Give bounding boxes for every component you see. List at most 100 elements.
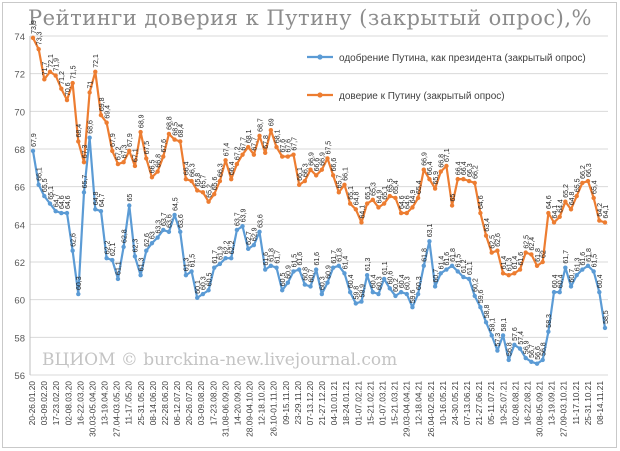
data-label: 67,7	[291, 137, 298, 151]
data-point	[217, 178, 223, 184]
x-tick-label: 13-19.04.20	[100, 381, 110, 426]
data-label: 58,1	[490, 318, 497, 332]
data-point	[421, 263, 426, 268]
series-line-1	[31, 136, 607, 365]
data-label: 66,8	[439, 154, 446, 168]
data-label: 66,4	[229, 161, 236, 175]
data-label: 61,3	[507, 257, 514, 271]
data-label: 62,2	[223, 241, 230, 255]
data-label: 67,6	[161, 139, 168, 153]
data-point	[36, 182, 41, 187]
data-point	[517, 267, 523, 272]
data-label: 66,8	[155, 154, 162, 168]
data-point	[240, 152, 245, 157]
data-label: 64,1	[603, 205, 610, 219]
data-label: 61,4	[439, 256, 446, 270]
data-label: 61,8	[535, 248, 542, 262]
data-point	[449, 263, 455, 268]
data-point	[591, 195, 596, 201]
x-tick-label: 18-24.01.21	[341, 381, 351, 426]
data-label: 68,1	[274, 129, 281, 143]
data-label: 67,4	[223, 143, 230, 157]
data-point	[540, 259, 545, 265]
data-point	[59, 86, 64, 91]
data-point	[381, 201, 387, 206]
data-label: 64,6	[478, 195, 485, 209]
data-point	[534, 263, 540, 268]
data-point	[353, 301, 359, 306]
data-point	[415, 291, 421, 297]
data-label: 67,9	[31, 133, 38, 147]
data-label: 66,5	[150, 160, 157, 174]
data-label: 60,7	[569, 269, 576, 283]
data-label: 63,9	[240, 208, 247, 222]
data-label: 61,5	[189, 254, 196, 268]
data-point	[421, 167, 426, 172]
data-label: 65,1	[365, 186, 372, 200]
legend: одобрение Путина, как президента (закрыт…	[307, 52, 586, 102]
data-label: 57,6	[512, 327, 519, 341]
data-label: 59,9	[359, 284, 366, 298]
data-label: 71	[87, 81, 94, 89]
data-point	[330, 173, 336, 178]
data-label: 65,4	[591, 180, 598, 194]
data-point	[291, 152, 296, 157]
data-point	[217, 261, 223, 267]
data-point	[240, 224, 245, 229]
data-point	[500, 333, 506, 338]
data-label: 66,9	[320, 152, 327, 166]
data-label: 67,3	[121, 144, 128, 158]
data-label: 71,5	[70, 65, 77, 79]
data-point	[534, 361, 540, 366]
chart-title: Рейтинги доверия к Путину (закрытый опро…	[28, 6, 592, 30]
data-point	[585, 263, 591, 268]
x-tick-label: 29.03-04.04.21	[402, 381, 412, 437]
x-tick-label: 10-16.05.21	[438, 381, 448, 426]
data-point	[76, 139, 81, 144]
x-tick-label: 21-27.12.20	[317, 381, 327, 426]
data-label: 71,2	[59, 71, 66, 85]
data-label: 65,5	[388, 178, 395, 192]
data-label: 61,8	[269, 248, 276, 262]
data-point	[200, 291, 206, 297]
data-label: 71,7	[42, 62, 49, 76]
data-label: 61,8	[450, 248, 457, 262]
x-tick-label: 17-23.08.20	[208, 381, 218, 426]
data-label: 69,8	[99, 97, 106, 111]
data-label: 61,6	[314, 252, 321, 266]
data-point	[178, 229, 183, 235]
data-point	[155, 169, 160, 174]
data-point	[432, 186, 438, 191]
data-point	[296, 267, 302, 272]
data-point	[268, 127, 274, 133]
data-point	[200, 190, 206, 195]
data-label: 66,3	[218, 163, 225, 177]
data-label: 64,8	[569, 192, 576, 206]
data-label: 68,8	[167, 116, 174, 130]
data-label: 60,3	[405, 276, 412, 290]
data-label: 62,8	[121, 229, 128, 243]
data-point	[483, 320, 489, 325]
data-label: 65	[450, 194, 457, 202]
data-point	[325, 280, 330, 285]
x-tick-label: 02-08.03.20	[63, 381, 73, 426]
y-tick-label: 62	[14, 258, 25, 269]
y-tick-label: 70	[14, 107, 25, 118]
data-label: 61,5	[591, 254, 598, 268]
data-point	[279, 288, 285, 293]
data-point	[444, 267, 449, 272]
data-label: 60,4	[348, 274, 355, 288]
data-label: 61,6	[580, 252, 587, 266]
data-label: 64,6	[65, 195, 72, 209]
data-label: 63,7	[235, 212, 242, 226]
data-label: 65,1	[48, 186, 55, 200]
data-point	[166, 229, 172, 235]
data-label: 59,8	[354, 286, 361, 300]
x-tick-label: 27.09-03.10.21	[559, 381, 569, 437]
data-point	[144, 248, 149, 253]
data-label: 67,8	[263, 135, 270, 149]
data-label: 66,9	[308, 152, 315, 166]
data-point	[149, 240, 155, 246]
x-tick-label: 03-09.02.20	[39, 381, 49, 426]
data-label: 62,6	[495, 233, 502, 247]
